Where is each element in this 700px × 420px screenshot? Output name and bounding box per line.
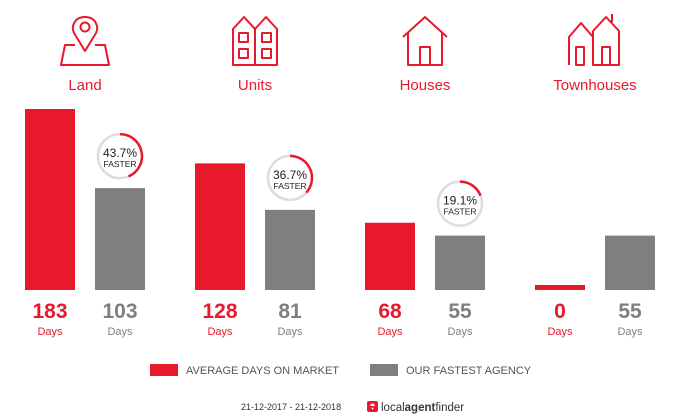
- bar-fastest-units: [265, 209, 315, 290]
- localagentfinder-logo: localagentfinder: [367, 401, 464, 414]
- badge-ring-progress: [119, 132, 144, 178]
- bars: [25, 109, 655, 290]
- date-range: 21-12-2017 - 21-12-2018: [241, 402, 341, 412]
- bar-average-units: [195, 163, 245, 290]
- brand-name: localagentfinder: [381, 402, 464, 414]
- value-unit-label: Days: [37, 326, 63, 338]
- window: [238, 32, 249, 43]
- value-unit-label: Days: [207, 326, 233, 338]
- badge-percent: 43.7%: [103, 146, 137, 160]
- brand-bold: agent: [405, 402, 436, 414]
- legend-label-average: AVERAGE DAYS ON MARKET: [186, 365, 339, 377]
- value-unit-label: Days: [547, 326, 573, 338]
- window: [238, 48, 249, 59]
- category-icons: [60, 14, 620, 66]
- value-fastest-houses: 55: [448, 300, 472, 323]
- value-unit-label: Days: [377, 326, 403, 338]
- faster-badge-land: 43.7%FASTER: [96, 132, 144, 180]
- category-label-units: Units: [238, 77, 272, 94]
- map-base: [60, 44, 110, 66]
- faster-badge-units: 36.7%FASTER: [266, 154, 314, 202]
- badge-percent: 19.1%: [443, 194, 477, 208]
- legend-label-fastest: OUR FASTEST AGENCY: [406, 365, 532, 377]
- logo-mark-icon: [367, 401, 378, 412]
- faster-badge-houses: 19.1%FASTER: [436, 180, 484, 227]
- door: [575, 46, 585, 66]
- pin-hole: [79, 21, 91, 33]
- badge-percent: 36.7%: [273, 168, 307, 182]
- category-labels: Land Units Houses Townhouses: [68, 77, 636, 94]
- value-unit-label: Days: [447, 326, 473, 338]
- bar-average-houses: [365, 222, 415, 290]
- building-outline: [232, 16, 278, 66]
- walls: [407, 33, 443, 66]
- roof: [402, 16, 448, 38]
- value-average-townhouses: 0: [554, 300, 566, 323]
- bar-average-land: [25, 109, 75, 290]
- bar-fastest-houses: [435, 235, 485, 290]
- window: [261, 32, 272, 43]
- legend-swatch-average: [150, 364, 178, 376]
- value-labels: 183 Days 128 Days 68 Days 0 Days 103 Days 81 Days 55…: [32, 300, 643, 338]
- bar-fastest-land: [95, 188, 145, 290]
- badge-ring-progress: [459, 180, 482, 197]
- category-label-townhouses: Townhouses: [553, 77, 636, 94]
- footer: 21-12-2017 - 21-12-2018 localagentfinder: [241, 401, 464, 414]
- map-pin-icon: [60, 16, 110, 66]
- value-unit-label: Days: [277, 326, 303, 338]
- townhouses-icon: [568, 14, 620, 66]
- badge-ring-progress: [289, 154, 314, 194]
- value-fastest-land: 103: [102, 300, 137, 323]
- window: [261, 48, 272, 59]
- value-average-units: 128: [202, 300, 237, 323]
- legend: AVERAGE DAYS ON MARKET OUR FASTEST AGENC…: [150, 364, 532, 377]
- legend-swatch-fastest: [370, 364, 398, 376]
- value-fastest-townhouses: 55: [618, 300, 642, 323]
- badge-word: FASTER: [273, 181, 306, 191]
- value-unit-label: Days: [107, 326, 133, 338]
- brand-prefix: local: [381, 402, 405, 414]
- house-icon: [402, 16, 448, 66]
- units-building-icon: [232, 16, 278, 66]
- logo-pin-glyph: [370, 403, 375, 410]
- door: [419, 46, 431, 66]
- category-label-houses: Houses: [400, 77, 451, 94]
- bar-average-townhouses: [535, 285, 585, 290]
- door: [601, 46, 611, 66]
- brand-suffix: finder: [435, 402, 464, 414]
- category-label-land: Land: [68, 77, 101, 94]
- townhouse-left: [568, 22, 594, 65]
- value-fastest-units: 81: [278, 300, 302, 323]
- value-unit-label: Days: [617, 326, 643, 338]
- badge-word: FASTER: [443, 207, 476, 217]
- townhouse-right: [592, 16, 620, 66]
- value-average-land: 183: [32, 300, 67, 323]
- value-average-houses: 68: [378, 300, 402, 323]
- pin-shape: [71, 16, 99, 52]
- bar-fastest-townhouses: [605, 235, 655, 290]
- badge-word: FASTER: [103, 159, 136, 169]
